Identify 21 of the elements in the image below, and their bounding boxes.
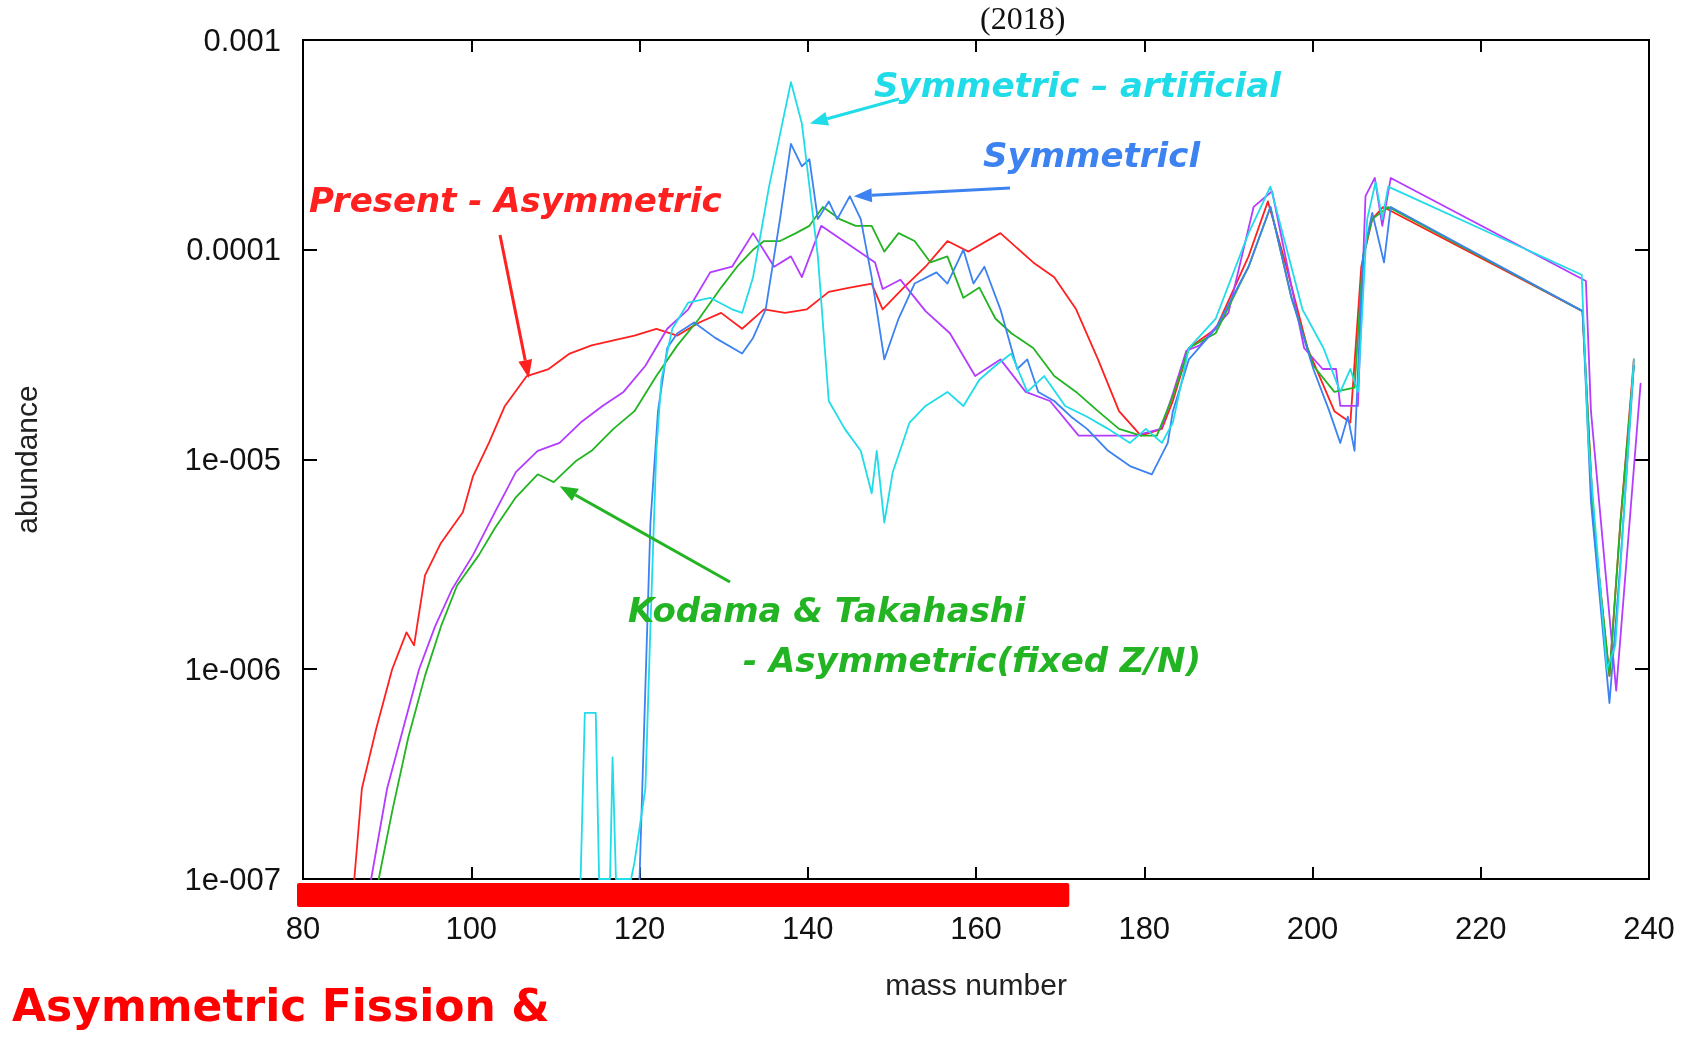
y-tick-label: 0.001: [203, 22, 281, 58]
x-tick-label: 180: [1118, 911, 1171, 946]
x-tick-label: 80: [285, 911, 321, 946]
y-tick-label: 1e-006: [184, 651, 281, 687]
x-tick-label: 160: [950, 911, 1002, 946]
y-tick-label: 1e-007: [184, 861, 281, 897]
x-tick-label: 200: [1286, 911, 1339, 946]
text: Asymmetric Fission &: [12, 980, 550, 1031]
x-tick-label: 140: [781, 911, 834, 946]
text: Present - Asymmetric: [309, 179, 722, 222]
x-axis-title: mass number: [885, 967, 1067, 1001]
text: Symmetric – artificial: [874, 64, 1281, 107]
y-tick-label: 0.0001: [186, 232, 281, 268]
y-tick-label: 1e-005: [184, 442, 281, 477]
x-tick-label: 100: [445, 911, 498, 946]
y-axis-title: abundance: [9, 385, 43, 534]
x-tick-label: 220: [1454, 911, 1507, 946]
text: (2018): [980, 0, 1066, 37]
x-tick-label: 120: [613, 911, 666, 946]
x-tick-label: 240: [1623, 911, 1675, 946]
text: Symmetricl: [983, 134, 1201, 177]
